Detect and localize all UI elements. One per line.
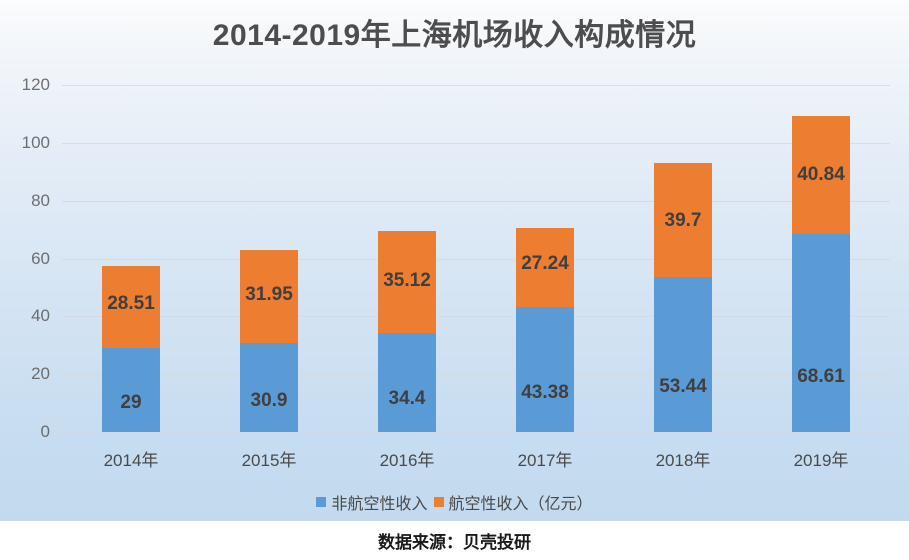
legend-swatch-orange [433, 497, 444, 507]
bar-stack[interactable]: 27.24 43.38 [516, 227, 574, 432]
y-axis-tick-60: 60 [31, 248, 50, 268]
bar-label-non-aeronautical: 34.4 [388, 388, 426, 410]
plot-area: 120 100 80 60 40 20 0 [22, 75, 890, 470]
bar-label-aeronautical: 28.51 [107, 293, 155, 315]
bar-group-2018: 39.7 53.44 2018年 [614, 85, 752, 470]
bar-segment-non-aeronautical[interactable]: 29 [102, 348, 160, 432]
y-axis-tick-40: 40 [31, 306, 50, 326]
bar-stack[interactable]: 40.84 68.61 [792, 115, 850, 432]
bar-stack[interactable]: 35.12 34.4 [378, 230, 436, 432]
bar-segment-non-aeronautical[interactable]: 34.4 [378, 332, 436, 432]
bar-label-non-aeronautical: 68.61 [797, 366, 845, 388]
gridline-60: 60 [31, 249, 890, 268]
bar-segment-aeronautical[interactable]: 27.24 [516, 227, 574, 307]
legend-label-non-aeronautical: 非航空性收入 [331, 496, 428, 513]
x-axis-label-2015: 2015年 [241, 451, 297, 470]
bar-segment-aeronautical[interactable]: 40.84 [792, 115, 850, 234]
bar-stack[interactable]: 31.95 30.9 [240, 250, 298, 432]
bar-segment-non-aeronautical[interactable]: 68.61 [792, 233, 850, 432]
gridline-100: 100 [22, 133, 890, 152]
bar-label-aeronautical: 35.12 [383, 269, 431, 291]
bar-group-2016: 35.12 34.4 2016年 [338, 85, 476, 470]
bar-series-container: 28.51 29 2014年 31.95 30.9 [62, 85, 890, 470]
x-axis-label-2017: 2017年 [517, 451, 573, 470]
bar-group-2017: 27.24 43.38 2017年 [476, 85, 614, 470]
bar-segment-aeronautical[interactable]: 35.12 [378, 230, 436, 333]
gridline-80: 80 [31, 191, 890, 210]
bar-label-aeronautical: 39.7 [664, 209, 702, 231]
chart-plot-background: 2014-2019年上海机场收入构成情况 120 100 80 60 40 20 [0, 0, 909, 521]
bar-segment-aeronautical[interactable]: 28.51 [102, 265, 160, 349]
bar-stack[interactable]: 39.7 53.44 [654, 162, 712, 432]
bar-label-non-aeronautical: 29 [120, 391, 142, 413]
gridline-20: 20 [31, 364, 890, 383]
y-axis-tick-0: 0 [40, 422, 50, 441]
x-axis-label-2016: 2016年 [379, 451, 435, 470]
data-source-note: 数据来源：贝壳投研 [378, 533, 531, 552]
bar-stack[interactable]: 28.51 29 [102, 265, 160, 432]
x-axis-label-2018: 2018年 [655, 451, 711, 470]
y-axis-tick-80: 80 [31, 190, 50, 210]
legend-item-aeronautical[interactable]: 航空性收入（亿元） [433, 490, 593, 514]
gridline-40: 40 [31, 306, 890, 325]
legend-swatch-blue [316, 497, 327, 507]
legend-item-non-aeronautical[interactable]: 非航空性收入 [316, 490, 428, 514]
bar-segment-non-aeronautical[interactable]: 43.38 [516, 306, 574, 432]
y-axis-tick-100: 100 [21, 132, 50, 152]
y-axis-tick-120: 120 [21, 75, 50, 94]
bar-label-non-aeronautical: 53.44 [659, 376, 707, 398]
chart-legend: 非航空性收入 航空性收入（亿元） [0, 490, 909, 514]
bar-label-aeronautical: 27.24 [521, 253, 569, 275]
bar-segment-aeronautical[interactable]: 39.7 [654, 162, 712, 278]
legend-label-aeronautical: 航空性收入（亿元） [448, 496, 593, 513]
footer-bar: 数据来源：贝壳投研 [0, 521, 909, 560]
gridline-120: 120 [22, 75, 890, 94]
bar-label-aeronautical: 31.95 [245, 283, 293, 305]
bar-label-non-aeronautical: 43.38 [521, 382, 569, 404]
x-axis-label-2019: 2019年 [793, 451, 849, 470]
gridline-0: 0 [41, 422, 890, 441]
bar-segment-aeronautical[interactable]: 31.95 [240, 250, 298, 343]
bar-group-2019: 40.84 68.61 2019年 [752, 85, 890, 470]
bar-label-aeronautical: 40.84 [797, 164, 845, 186]
x-axis-label-2014: 2014年 [103, 451, 159, 470]
bar-group-2014: 28.51 29 2014年 [62, 85, 200, 470]
bar-segment-non-aeronautical[interactable]: 30.9 [240, 342, 298, 432]
bar-label-non-aeronautical: 30.9 [250, 390, 288, 412]
bar-segment-non-aeronautical[interactable]: 53.44 [654, 277, 712, 432]
bar-group-2015: 31.95 30.9 2015年 [200, 85, 338, 470]
y-axis-tick-20: 20 [31, 364, 50, 384]
chart-title: 2014-2019年上海机场收入构成情况 [212, 19, 697, 52]
